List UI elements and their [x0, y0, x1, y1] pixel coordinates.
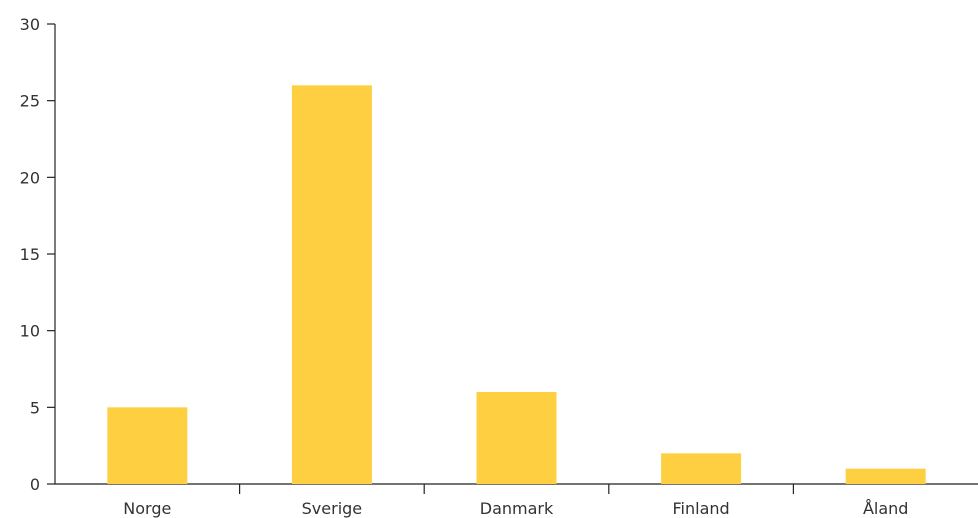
x-axis: Norge Sverige Danmark Finland Åland: [55, 483, 978, 518]
y-tick-label: 0: [30, 475, 40, 494]
bar-sverige: [291, 85, 372, 484]
bar-norge: [107, 407, 188, 484]
y-tick-label: 30: [20, 15, 40, 34]
y-tick-label: 10: [20, 322, 40, 341]
y-tick-label: 15: [20, 245, 40, 264]
y-tick-label: 25: [20, 92, 40, 111]
y-tick-label: 20: [20, 168, 40, 187]
x-tick-label: Åland: [863, 499, 909, 518]
x-tick-label: Sverige: [302, 499, 363, 518]
x-tick-label: Danmark: [480, 499, 554, 518]
x-tick-label: Finland: [673, 499, 730, 518]
y-tick-label: 5: [30, 398, 40, 417]
bar-series: [107, 85, 926, 484]
bar-danmark: [476, 392, 557, 484]
bar-finland: [661, 453, 742, 484]
bar--land: [845, 468, 926, 484]
x-tick-label: Norge: [123, 499, 171, 518]
y-axis: 0 5 10 15 20 25 30: [20, 15, 56, 494]
